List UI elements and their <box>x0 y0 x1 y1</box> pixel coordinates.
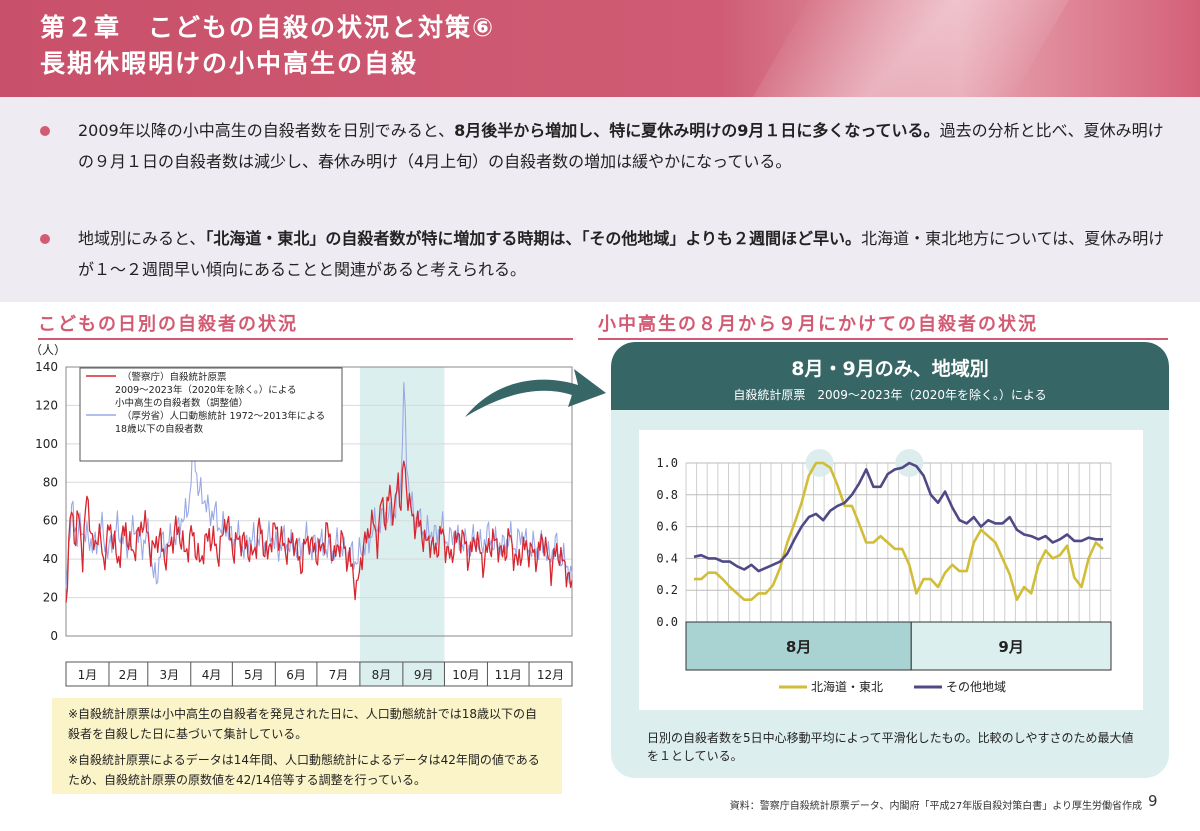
header-sheen <box>739 0 1081 97</box>
month-group-september <box>910 621 1112 671</box>
x-tick-label: 6月 <box>286 668 306 682</box>
legend-label: 小中高生の自殺者数（調整値） <box>115 397 248 409</box>
panel-title: 8月・9月のみ、地域別 <box>791 358 989 380</box>
y-tick-label: 80 <box>43 475 58 489</box>
month-axis <box>65 661 573 687</box>
bullet-2-rest: 北海道・東北地方については、夏休み明けが１～２週間早い傾向にあることと関連がある… <box>78 229 1165 279</box>
y-tick-label: 100 <box>35 437 58 451</box>
y-tick-label: 1.0 <box>656 456 678 470</box>
x-group-label: 9月 <box>998 638 1023 656</box>
panel-header: 8月・9月のみ、地域別 自殺統計原票 2009～2023年（2020年を除く。）… <box>611 342 1169 410</box>
y-tick-label: 140 <box>35 360 58 374</box>
daily-suicides-chart: 0 20 40 60 80 100 120 140 （人） 1月 2月 3月 4月 5月 6月 7月 8月 9月 1… <box>30 343 573 687</box>
y-tick-label: 0.6 <box>656 520 678 534</box>
x-tick-label: 9月 <box>414 668 434 682</box>
legend-label: 北海道・東北 <box>811 679 883 694</box>
y-tick-label: 0.4 <box>656 551 678 565</box>
note-1: ※自殺統計原票は小中高生の自殺者を発見された日に、人口動態統計では18歳以下の自… <box>68 707 537 741</box>
page-header: 第２章 こどもの自殺の状況と対策⑥ 長期休暇明けの小中高生の自殺 <box>0 0 1200 97</box>
y-tick-label: 40 <box>43 552 58 566</box>
chart-legend: （警察庁）自殺統計原票2009～2023年（2020年を除く。）による小中高生の… <box>79 367 343 462</box>
legend-label: （警察庁）自殺統計原票 <box>122 371 227 383</box>
x-tick-label: 7月 <box>329 668 349 682</box>
summary-bullet-2: 地域別にみると、「北海道・東北」の自殺者数が特に増加する時期は、「その他地域」よ… <box>40 223 1165 285</box>
page-number: 9 <box>1148 792 1158 810</box>
curved-arrow-icon <box>465 369 606 417</box>
chart-legend: 北海道・東北 その他地域 <box>779 679 1006 694</box>
bullet-1-text: 2009年以降の小中高生の自殺者数を日別でみると、 <box>78 121 455 140</box>
right-section-title: 小中高生の８月から９月にかけての自殺者の状況 <box>598 310 1168 340</box>
bullet-1-bold: 8月後半から増加し、特に夏休み明けの9月１日に多くなっている。 <box>454 121 940 140</box>
legend-label: 18歳以下の自殺者数 <box>115 423 204 435</box>
highlight-band <box>359 367 445 686</box>
x-tick-label: 2月 <box>119 668 139 682</box>
bullet-2-bold: 「北海道・東北」の自殺者数が特に増加する時期は、「その他地域」よりも２週間ほど早… <box>205 229 862 248</box>
note-2: ※自殺統計原票によるデータは14年間、人口動態統計によるデータは42年間の値であ… <box>68 753 540 787</box>
left-section-title: こどもの日別の自殺者の状況 <box>38 310 573 340</box>
y-tick-label: 60 <box>43 514 58 528</box>
series-line-police <box>65 460 573 603</box>
bullet-2-text: 地域別にみると、 <box>78 229 206 248</box>
x-tick-label: 1月 <box>78 668 98 682</box>
y-tick-label: 120 <box>35 398 58 412</box>
plot-frame <box>65 366 573 637</box>
month-group-august <box>685 621 912 671</box>
y-tick-label: 0.2 <box>656 583 678 597</box>
x-tick-label: 10月 <box>452 668 479 682</box>
x-tick-label: 11月 <box>495 668 522 682</box>
bullet-dot-icon <box>40 234 50 244</box>
x-tick-label: 3月 <box>159 668 179 682</box>
legend-label: 2009～2023年（2020年を除く。）による <box>115 384 297 396</box>
regional-panel: 8月・9月のみ、地域別 自殺統計原票 2009～2023年（2020年を除く。）… <box>611 342 1169 778</box>
x-group-label: 8月 <box>786 638 811 656</box>
summary-box: 2009年以降の小中高生の自殺者数を日別でみると、8月後半から増加し、特に夏休み… <box>0 97 1200 302</box>
x-tick-label: 4月 <box>202 668 222 682</box>
y-axis-label: （人） <box>30 343 66 357</box>
x-tick-label: 12月 <box>537 668 564 682</box>
y-tick-label: 0.8 <box>656 488 678 502</box>
summary-bullet-1: 2009年以降の小中高生の自殺者数を日別でみると、8月後半から増加し、特に夏休み… <box>40 115 1165 177</box>
notes-box: ※自殺統計原票は小中高生の自殺者を発見された日に、人口動態統計では18歳以下の自… <box>52 698 562 794</box>
x-tick-label: 5月 <box>244 668 264 682</box>
y-tick-label: 0.0 <box>656 615 678 629</box>
series-line-other-regions <box>693 461 1103 573</box>
page-title: 長期休暇明けの小中高生の自殺 <box>40 49 419 78</box>
legend-label: （厚労省）人口動態統計 1972～2013年による <box>122 410 325 422</box>
bullet-1-rest: 過去の分析と比べ、夏休み明けの９月１日の自殺者数は減少し、春休み明け（4月上旬）… <box>78 121 1164 171</box>
legend-box <box>79 367 343 462</box>
y-tick-label: 0 <box>50 629 58 643</box>
panel-note: 日別の自殺者数を5日中心移動平均によって平滑化したもの。比較のしやすさのため最大… <box>647 731 1134 763</box>
x-tick-label: 8月 <box>372 668 392 682</box>
source-footer: 資料：警察庁自殺統計原票データ、内閣府「平成27年版自殺対策白書」より厚生労働省… <box>729 801 1142 812</box>
series-line-hokkaido-tohoku <box>694 461 1104 601</box>
bullet-dot-icon <box>40 126 50 136</box>
chapter-title: 第２章 こどもの自殺の状況と対策⑥ <box>40 13 496 42</box>
y-tick-label: 20 <box>43 591 58 605</box>
legend-label: その他地域 <box>946 680 1006 694</box>
panel-subtitle: 自殺統計原票 2009～2023年（2020年を除く。）による <box>733 388 1047 402</box>
